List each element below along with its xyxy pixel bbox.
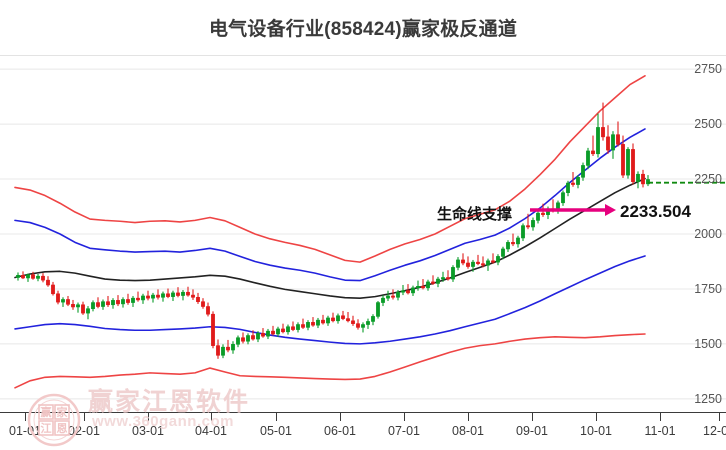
y-axis-tick-label: 2500: [694, 117, 722, 132]
channel-bands: [14, 74, 646, 389]
chart-title: 电气设备行业(858424)赢家极反通道: [208, 19, 518, 40]
y-axis-tick-label: 1250: [694, 391, 722, 406]
svg-text:恩: 恩: [57, 422, 68, 435]
x-axis-tick-mark: [532, 413, 533, 421]
x-axis-tick-label: 12-01: [703, 424, 726, 438]
x-axis-tick-label: 11-01: [644, 424, 676, 438]
x-axis-tick-label: 10-01: [580, 424, 612, 438]
x-axis-tick-mark: [404, 413, 405, 421]
gridlines: [0, 68, 726, 400]
x-axis-tick-mark: [660, 413, 661, 421]
x-axis-tick-mark: [25, 413, 26, 421]
x-axis-tick-label: 04-01: [195, 424, 227, 438]
y-axis-tick-label: 2250: [694, 172, 722, 187]
header-divider: [0, 55, 726, 56]
support-arrow: [530, 204, 616, 216]
y-axis-tick-label: 2750: [694, 62, 722, 77]
candlestick-series: [16, 102, 650, 359]
x-axis-tick-label: 09-01: [516, 424, 548, 438]
support-annotation-label: 生命线支撑: [437, 206, 513, 223]
x-axis-tick-label: 08-01: [452, 424, 484, 438]
x-axis-tick-label: 07-01: [388, 424, 420, 438]
plot-canvas: [0, 68, 726, 400]
x-axis-tick-mark: [596, 413, 597, 421]
x-axis-tick-mark: [340, 413, 341, 421]
x-axis-tick-label: 02-01: [68, 424, 100, 438]
x-axis-tick-label: 01-01: [9, 424, 41, 438]
x-axis-tick-label: 05-01: [260, 424, 292, 438]
x-axis-tick-label: 06-01: [324, 424, 356, 438]
x-axis-tick-mark: [211, 413, 212, 421]
svg-text:江: 江: [41, 421, 52, 435]
x-axis-tick-mark: [148, 413, 149, 421]
x-axis-tick-mark: [276, 413, 277, 421]
support-annotation-value: 2233.504: [620, 202, 691, 221]
x-axis-tick-mark: [719, 413, 720, 421]
x-axis-tick-mark: [468, 413, 469, 421]
x-axis-tick-label: 03-01: [132, 424, 164, 438]
x-axis-tick-mark: [84, 413, 85, 421]
y-axis-tick-label: 1500: [694, 336, 722, 351]
x-axis-line: [0, 412, 726, 413]
y-axis-tick-label: 1750: [694, 281, 722, 296]
plot-area: [0, 56, 726, 412]
y-axis-tick-label: 2000: [694, 227, 722, 241]
